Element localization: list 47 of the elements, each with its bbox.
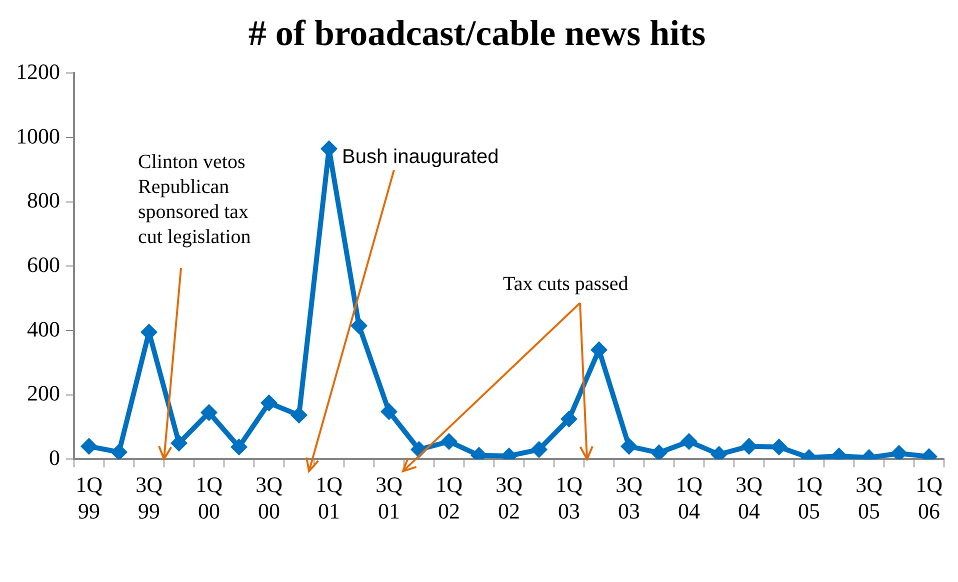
x-tick-label: 1Q 99 bbox=[76, 472, 103, 524]
x-tick-label: 3Q 04 bbox=[736, 472, 763, 524]
x-tick-label: 1Q 00 bbox=[196, 472, 223, 524]
point bbox=[292, 408, 306, 423]
x-tick-label: 1Q 02 bbox=[436, 472, 463, 524]
point bbox=[322, 141, 336, 156]
point bbox=[112, 444, 126, 460]
point bbox=[442, 434, 456, 450]
annotation: Clinton vetos Republican sponsored tax cut legislation bbox=[138, 150, 252, 250]
point bbox=[772, 439, 786, 454]
x-tick-label: 3Q 02 bbox=[496, 472, 523, 524]
x-tick-label: 1Q 01 bbox=[316, 472, 343, 524]
y-tick-label: 1000 bbox=[16, 123, 60, 148]
point bbox=[352, 318, 366, 334]
x-tick-label: 1Q 04 bbox=[676, 472, 703, 524]
chart-title: # of broadcast/cable news hits bbox=[248, 12, 706, 53]
x-tick-label: 1Q 06 bbox=[916, 472, 943, 524]
point bbox=[412, 442, 426, 458]
point bbox=[262, 395, 276, 410]
y-tick-label: 0 bbox=[49, 444, 60, 470]
annotation: Bush inaugurated bbox=[342, 145, 500, 170]
y-tick-label: 1200 bbox=[16, 58, 60, 84]
y-tick-label: 400 bbox=[27, 316, 60, 342]
point bbox=[652, 445, 666, 460]
x-tick-label: 3Q 03 bbox=[616, 472, 643, 524]
point bbox=[532, 442, 546, 458]
point bbox=[592, 342, 606, 358]
y-tick-label: 200 bbox=[27, 380, 60, 406]
y-tick-label: 800 bbox=[27, 188, 60, 213]
x-tick-label: 1Q 05 bbox=[796, 472, 823, 524]
point bbox=[232, 439, 246, 454]
point bbox=[172, 436, 186, 451]
point bbox=[682, 434, 696, 450]
point bbox=[742, 438, 756, 454]
point bbox=[892, 446, 906, 460]
y-tick-label: 600 bbox=[27, 252, 60, 277]
x-tick-label: 3Q 05 bbox=[856, 472, 883, 524]
point bbox=[622, 438, 636, 454]
point bbox=[382, 404, 396, 420]
x-tick-label: 1Q 03 bbox=[556, 472, 583, 524]
x-tick-label: 3Q 99 bbox=[136, 472, 163, 524]
point bbox=[562, 411, 576, 426]
x-tick-label: 3Q 00 bbox=[256, 472, 283, 524]
x-tick-label: 3Q 01 bbox=[376, 472, 403, 524]
point bbox=[82, 438, 96, 454]
point bbox=[202, 405, 216, 420]
annotation: Tax cuts passed bbox=[503, 272, 630, 297]
